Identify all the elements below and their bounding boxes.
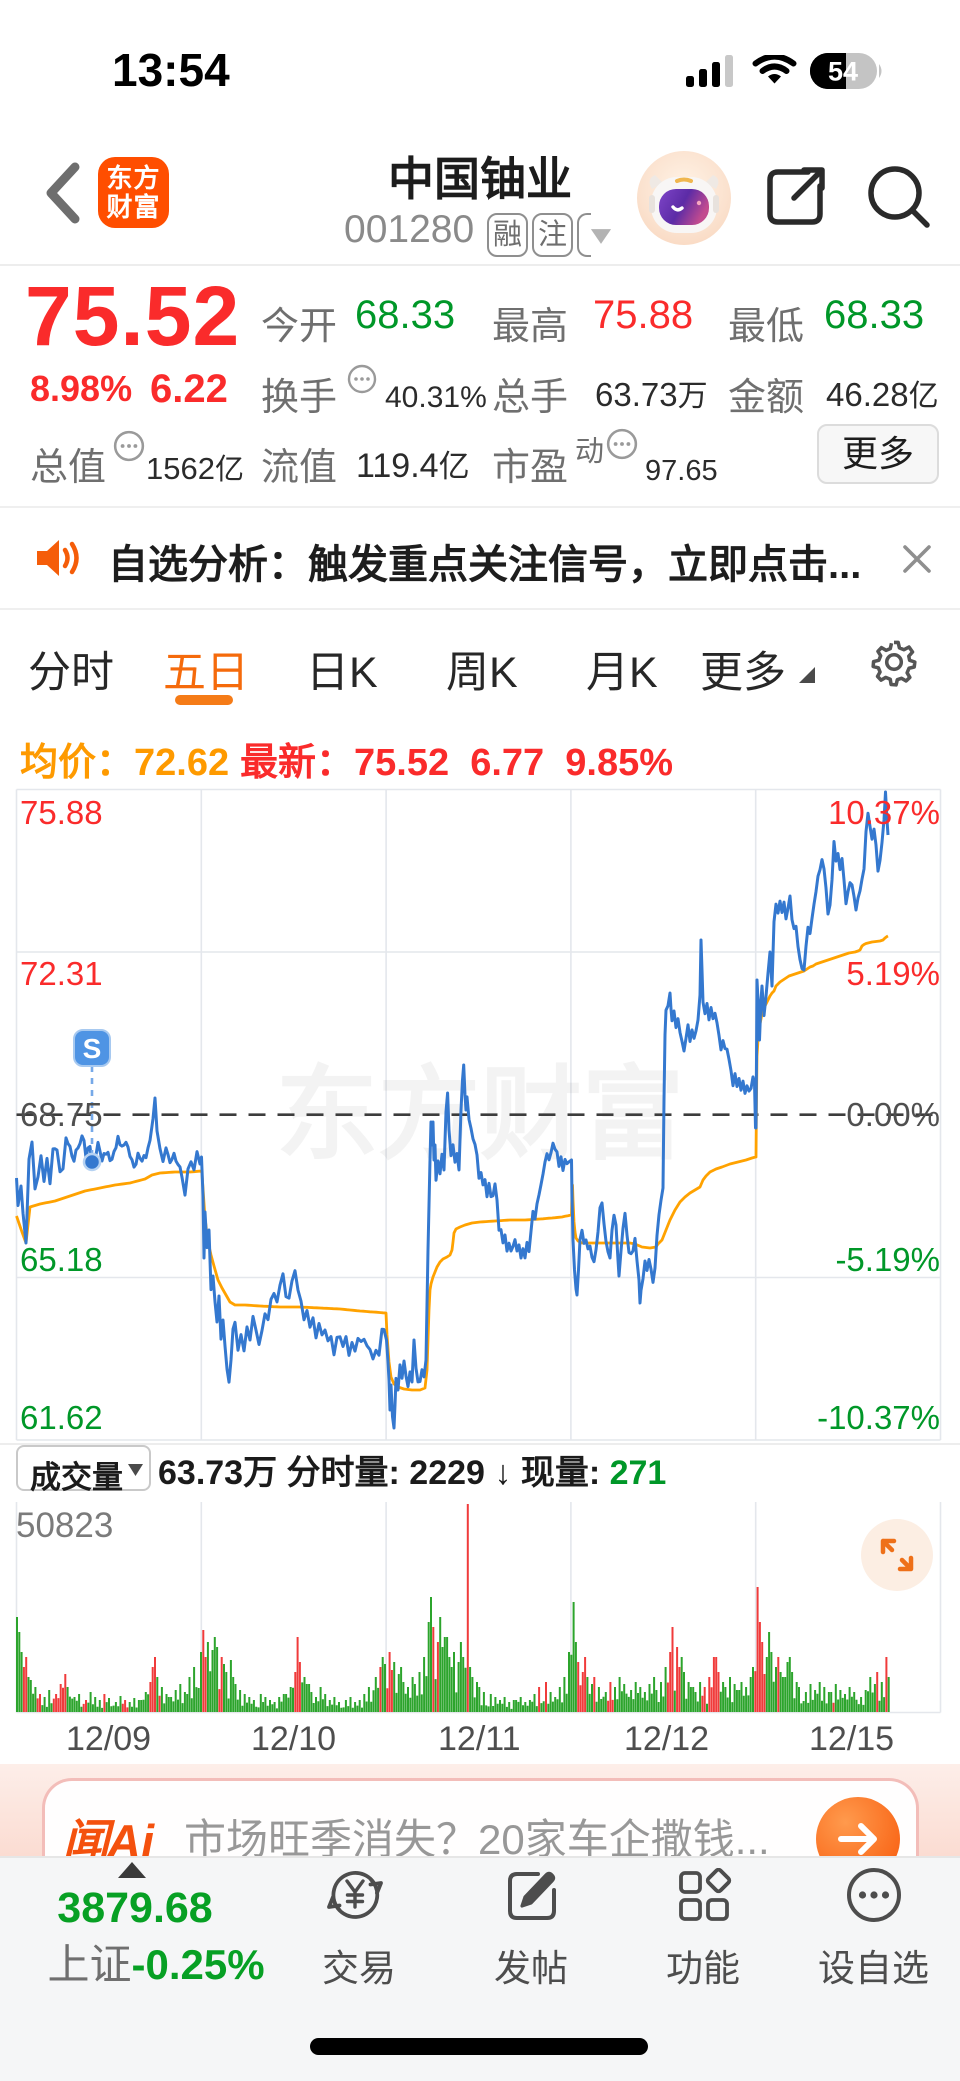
svg-text:5.19%: 5.19% [846,955,940,992]
svg-text:50823: 50823 [16,1506,113,1545]
svg-text:10.37%: 10.37% [828,794,940,831]
svg-text:65.18: 65.18 [20,1241,103,1278]
svg-text:54: 54 [828,57,858,87]
svg-text:61.62: 61.62 [20,1399,103,1436]
svg-text:S: S [83,1033,102,1064]
svg-text:0.00%: 0.00% [846,1096,940,1133]
svg-text:-10.37%: -10.37% [817,1399,940,1436]
svg-text:68.75: 68.75 [20,1096,103,1133]
svg-text:-5.19%: -5.19% [835,1241,940,1278]
svg-text:72.31: 72.31 [20,955,103,992]
svg-text:75.88: 75.88 [20,794,103,831]
